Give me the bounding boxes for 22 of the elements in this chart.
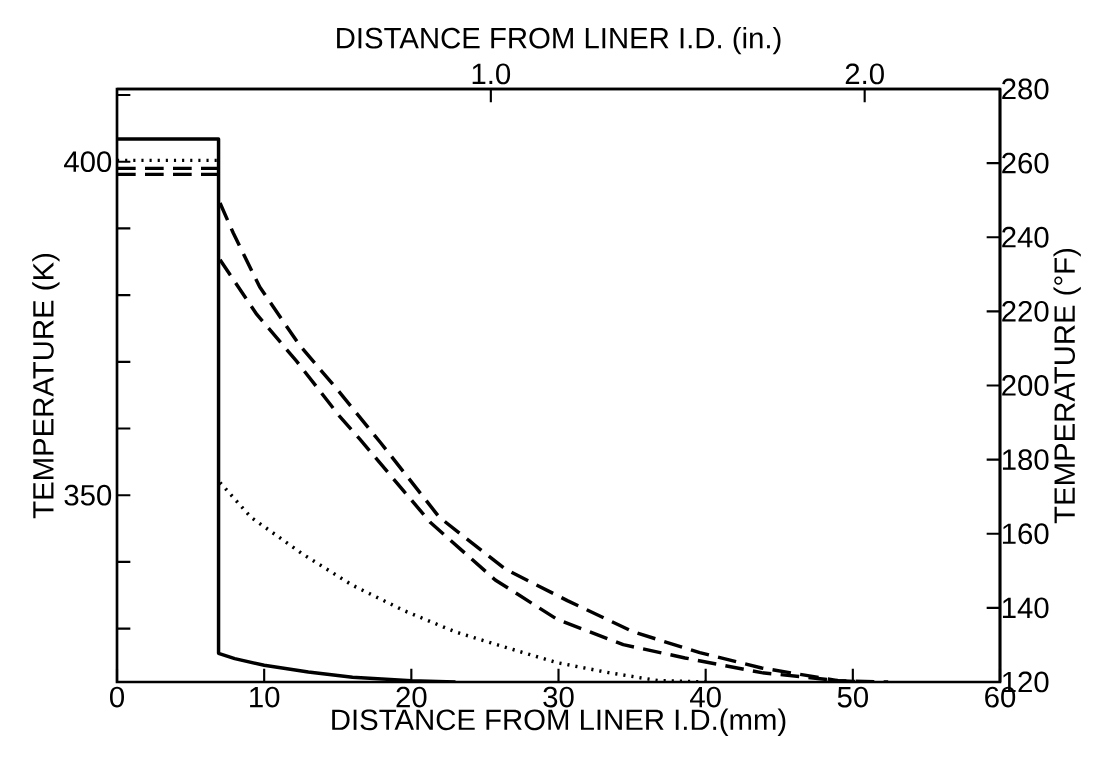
x-tick-label: 40 bbox=[690, 686, 721, 708]
y2-tick-label: 160 bbox=[1002, 523, 1049, 545]
x-tick-label: 20 bbox=[396, 686, 427, 708]
y2-axis-title: TEMPERATURE (°F) bbox=[1053, 248, 1081, 524]
x2-axis-title: DISTANCE FROM LINER I.D. (in.) bbox=[337, 27, 781, 55]
y2-tick-label: 240 bbox=[1002, 226, 1049, 248]
y2-tick-label: 220 bbox=[1002, 300, 1049, 322]
y2-tick-label: 180 bbox=[1002, 449, 1049, 470]
x2-tick-label: 1.0 bbox=[472, 63, 511, 85]
y-tick-label: 350 bbox=[64, 484, 112, 506]
y2-tick-label: 200 bbox=[1002, 375, 1049, 396]
x-tick-label: 30 bbox=[543, 686, 574, 708]
x-axis-title: DISTANCE FROM LINER I.D.(mm) bbox=[332, 708, 786, 736]
y2-tick-label: 280 bbox=[1002, 78, 1049, 100]
x-tick-label: 50 bbox=[837, 686, 868, 708]
y2-tick-label: 260 bbox=[1002, 152, 1049, 174]
y-axis-title: TEMPERATURE (K) bbox=[32, 253, 60, 519]
y-tick-label: 400 bbox=[64, 151, 112, 173]
y2-tick-label: 140 bbox=[1002, 597, 1049, 619]
x-tick-label: 0 bbox=[110, 686, 125, 708]
x2-tick-label: 2.0 bbox=[845, 63, 884, 85]
x-tick-label: 10 bbox=[250, 686, 280, 708]
